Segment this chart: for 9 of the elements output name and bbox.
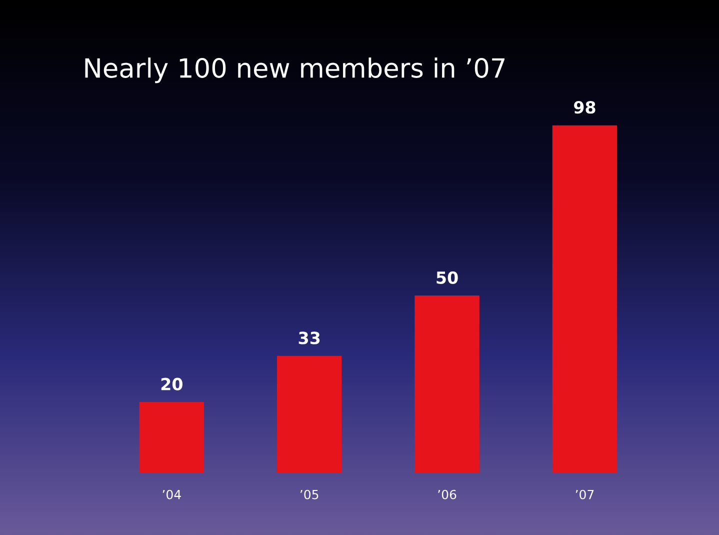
data-label: 33 [298, 332, 320, 344]
data-label: 98 [574, 101, 596, 114]
x-tick-label: ’07 [576, 490, 594, 500]
chart-title: Nearly 100 new members in ’07 [85, 58, 504, 84]
x-tick-label: ’06 [438, 490, 456, 500]
x-tick-label: ’04 [162, 490, 181, 500]
data-label: 50 [436, 271, 458, 284]
x-tick-label: ’05 [300, 490, 318, 500]
data-label: 20 [161, 378, 182, 390]
